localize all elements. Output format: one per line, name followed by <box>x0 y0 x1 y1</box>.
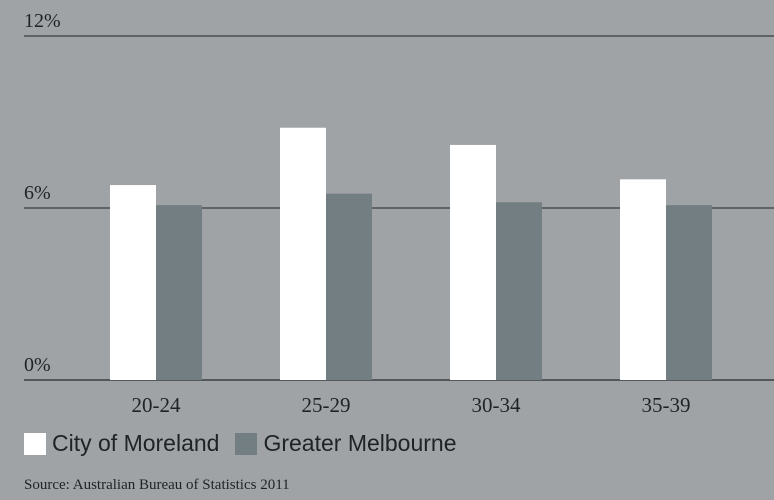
bar-melbourne-25-29 <box>326 193 372 380</box>
bar-moreland-20-24 <box>110 185 156 380</box>
legend-label-melbourne: Greater Melbourne <box>263 430 457 456</box>
bar-melbourne-30-34 <box>496 202 542 380</box>
bar-moreland-30-34 <box>450 144 496 380</box>
y-axis-labels: 0% 6% 12% <box>24 10 61 376</box>
y-tick-label: 0% <box>24 354 51 376</box>
bar-moreland-35-39 <box>620 179 666 380</box>
y-tick-label: 6% <box>24 182 51 204</box>
x-tick-label: 30-34 <box>472 393 521 417</box>
legend-swatch-moreland <box>24 432 46 455</box>
x-axis-labels: 20-24 25-29 30-34 35-39 <box>132 393 691 417</box>
bar-melbourne-20-24 <box>156 205 202 380</box>
legend-item-melbourne: Greater Melbourne <box>235 430 457 457</box>
bar-melbourne-35-39 <box>666 205 712 380</box>
y-tick-label: 12% <box>24 10 61 32</box>
legend: City of Moreland Greater Melbourne <box>24 430 457 457</box>
x-tick-label: 35-39 <box>642 393 691 417</box>
legend-label-moreland: City of Moreland <box>52 430 220 456</box>
legend-item-moreland: City of Moreland <box>24 430 219 457</box>
bar-moreland-25-29 <box>280 127 326 380</box>
legend-swatch-melbourne <box>235 432 258 455</box>
bar-chart: 0% 6% 12% 20-24 25-29 30-34 35-39 <box>24 10 774 417</box>
source-note: Source: Australian Bureau of Statistics … <box>24 477 290 493</box>
x-tick-label: 25-29 <box>302 393 351 417</box>
bars <box>110 127 712 380</box>
x-tick-label: 20-24 <box>132 393 181 417</box>
